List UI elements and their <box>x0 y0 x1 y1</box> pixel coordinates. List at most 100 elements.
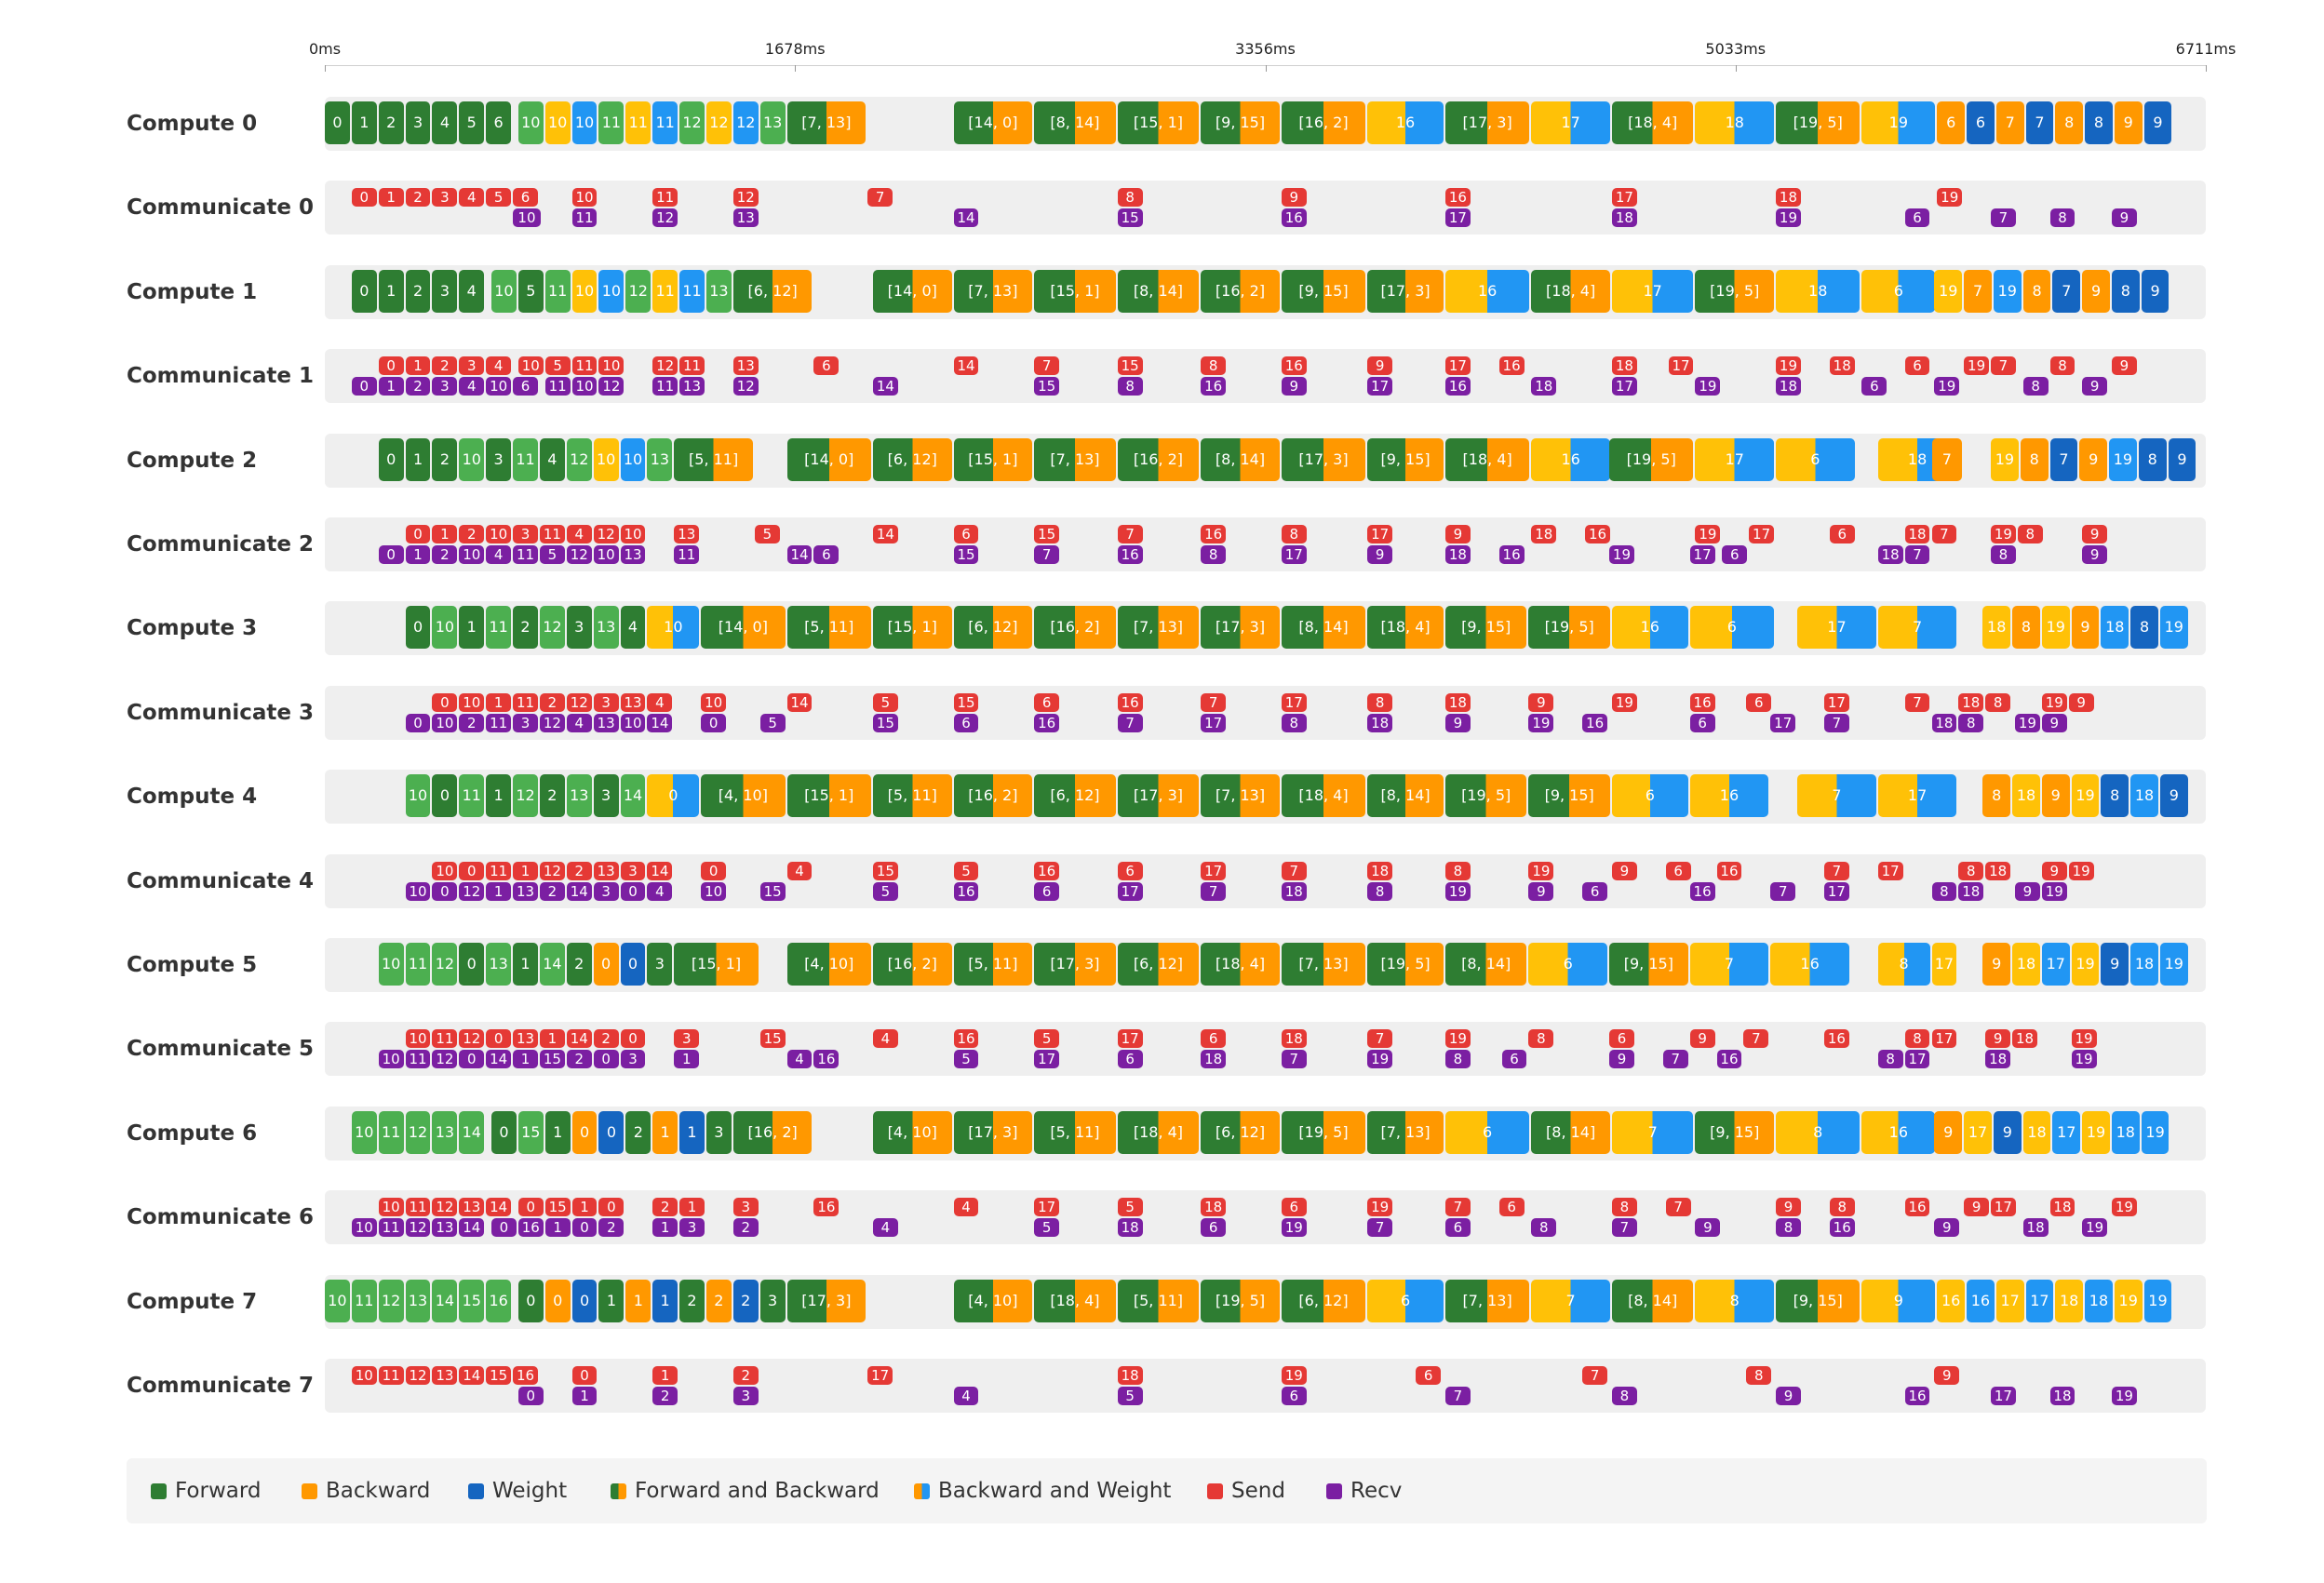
recv-block: 13 <box>593 713 619 732</box>
recv-block: 16 <box>953 881 979 901</box>
send-block: 2 <box>593 1029 619 1049</box>
send-block: 9 <box>2068 692 2094 712</box>
forward-backward-block: [16, 2] <box>953 774 1033 818</box>
send-block: 6 <box>1117 861 1143 880</box>
recv-block: 8 <box>1281 713 1307 732</box>
send-block: 9 <box>1367 356 1393 376</box>
send-block: 4 <box>486 356 512 376</box>
forward-block: 0 <box>351 269 377 313</box>
forward-block: 11 <box>486 606 512 650</box>
backward-weight-block: 7 <box>1531 1279 1610 1322</box>
forward-backward-block: [7, 13] <box>1444 1279 1530 1322</box>
send-block: 7 <box>1281 861 1307 880</box>
send-block: 6 <box>1904 356 1930 376</box>
backward-weight-block: 10 <box>647 606 700 650</box>
backward-block: 19 <box>2041 606 2070 650</box>
send-block: 12 <box>432 1198 458 1217</box>
backward-weight-block: 6 <box>1861 269 1936 313</box>
recv-block: 4 <box>786 1050 813 1069</box>
recv-block: 6 <box>1689 713 1715 732</box>
forward-backward-block: [8, 14] <box>1444 943 1527 986</box>
send-block: 8 <box>1746 1366 1772 1385</box>
recv-block: 9 <box>2015 881 2040 901</box>
recv-block: 6 <box>1034 881 1060 901</box>
forward-block: 10 <box>325 1279 350 1322</box>
backward-weight-block: 6 <box>1528 943 1608 986</box>
forward-block: 0 <box>491 1110 517 1154</box>
send-block: 17 <box>1749 525 1775 543</box>
backward-weight-block: 16 <box>1861 1110 1936 1154</box>
recv-block: 6 <box>1904 208 1930 228</box>
forward-backward-block: [15, 1] <box>786 774 871 818</box>
forward-backward-block: [4, 10] <box>872 1110 952 1154</box>
send-block: 19 <box>1776 356 1801 376</box>
weight-block: 19 <box>2109 437 2137 481</box>
recv-block: 3 <box>679 1218 705 1238</box>
forward-backward-block: [7, 13] <box>1281 943 1366 986</box>
recv-block: 14 <box>566 881 592 901</box>
recv-block: 11 <box>652 377 678 396</box>
forward-backward-block: [19, 5] <box>1201 1279 1280 1322</box>
weight-block: 9 <box>2143 101 2172 144</box>
forward-backward-block: [19, 5] <box>1528 606 1610 650</box>
recv-block: 16 <box>1904 1387 1930 1405</box>
legend-swatch <box>302 1482 317 1499</box>
weight-block: 9 <box>1993 1110 2022 1154</box>
backward-block: 1 <box>652 1110 678 1154</box>
forward-backward-block: [7, 13] <box>1201 774 1280 818</box>
send-block: 15 <box>953 692 979 712</box>
send-block: 9 <box>1528 692 1554 712</box>
send-block: 2 <box>432 356 458 376</box>
recv-block: 1 <box>652 1218 678 1238</box>
axis-tick-label: 6711ms <box>2175 40 2237 58</box>
backward-weight-block: 16 <box>1770 943 1849 986</box>
send-block: 16 <box>1201 525 1227 543</box>
weight-block: 16 <box>1967 1279 1995 1322</box>
weight-block: 0 <box>571 1279 598 1322</box>
send-block: 16 <box>1444 188 1471 208</box>
recv-block: 12 <box>432 1050 458 1069</box>
forward-block: 1 <box>544 1110 571 1154</box>
forward-block: 4 <box>432 101 458 144</box>
send-block: 7 <box>1201 692 1227 712</box>
forward-block: 14 <box>432 1279 458 1322</box>
backward-weight-block: 7 <box>1689 943 1769 986</box>
forward-block: 0 <box>459 943 485 986</box>
weight-block: 10 <box>571 101 598 144</box>
send-block: 2 <box>566 861 592 880</box>
backward-weight-block: 7 <box>1611 1110 1694 1154</box>
send-block: 7 <box>1034 356 1060 376</box>
forward-backward-block: [8, 14] <box>1117 269 1200 313</box>
forward-block: 5 <box>517 269 544 313</box>
recv-block: 4 <box>459 377 485 396</box>
send-block: 19 <box>1937 188 1963 208</box>
send-block: 16 <box>1689 692 1715 712</box>
forward-block: 15 <box>517 1110 544 1154</box>
send-block: 11 <box>513 692 538 712</box>
recv-block: 17 <box>1444 208 1471 228</box>
send-block: 8 <box>1444 861 1471 880</box>
send-block: 11 <box>652 188 678 208</box>
recv-block: 11 <box>486 713 512 732</box>
recv-block: 19 <box>1609 545 1634 564</box>
backward-block: 19 <box>1991 437 2019 481</box>
recv-block: 18 <box>1281 881 1307 901</box>
row-label: Compute 3 <box>127 616 258 641</box>
weight-block: 18 <box>2101 606 2129 650</box>
forward-block: 3 <box>647 943 673 986</box>
send-block: 19 <box>1281 1366 1307 1385</box>
row-label: Communicate 2 <box>127 532 315 557</box>
forward-block: 13 <box>405 1279 431 1322</box>
recv-block: 4 <box>647 881 673 901</box>
forward-block: 11 <box>513 437 538 481</box>
recv-block: 7 <box>1904 545 1930 564</box>
backward-block: 18 <box>2012 943 2040 986</box>
send-block: 7 <box>1665 1198 1691 1217</box>
recv-block: 19 <box>1695 377 1721 396</box>
send-block: 17 <box>1281 692 1307 712</box>
recv-block: 19 <box>2071 1050 2097 1069</box>
recv-block: 18 <box>1931 713 1957 732</box>
recv-block: 3 <box>620 1050 646 1069</box>
forward-backward-block: [5, 11] <box>1034 1110 1116 1154</box>
recv-block: 14 <box>786 545 813 564</box>
